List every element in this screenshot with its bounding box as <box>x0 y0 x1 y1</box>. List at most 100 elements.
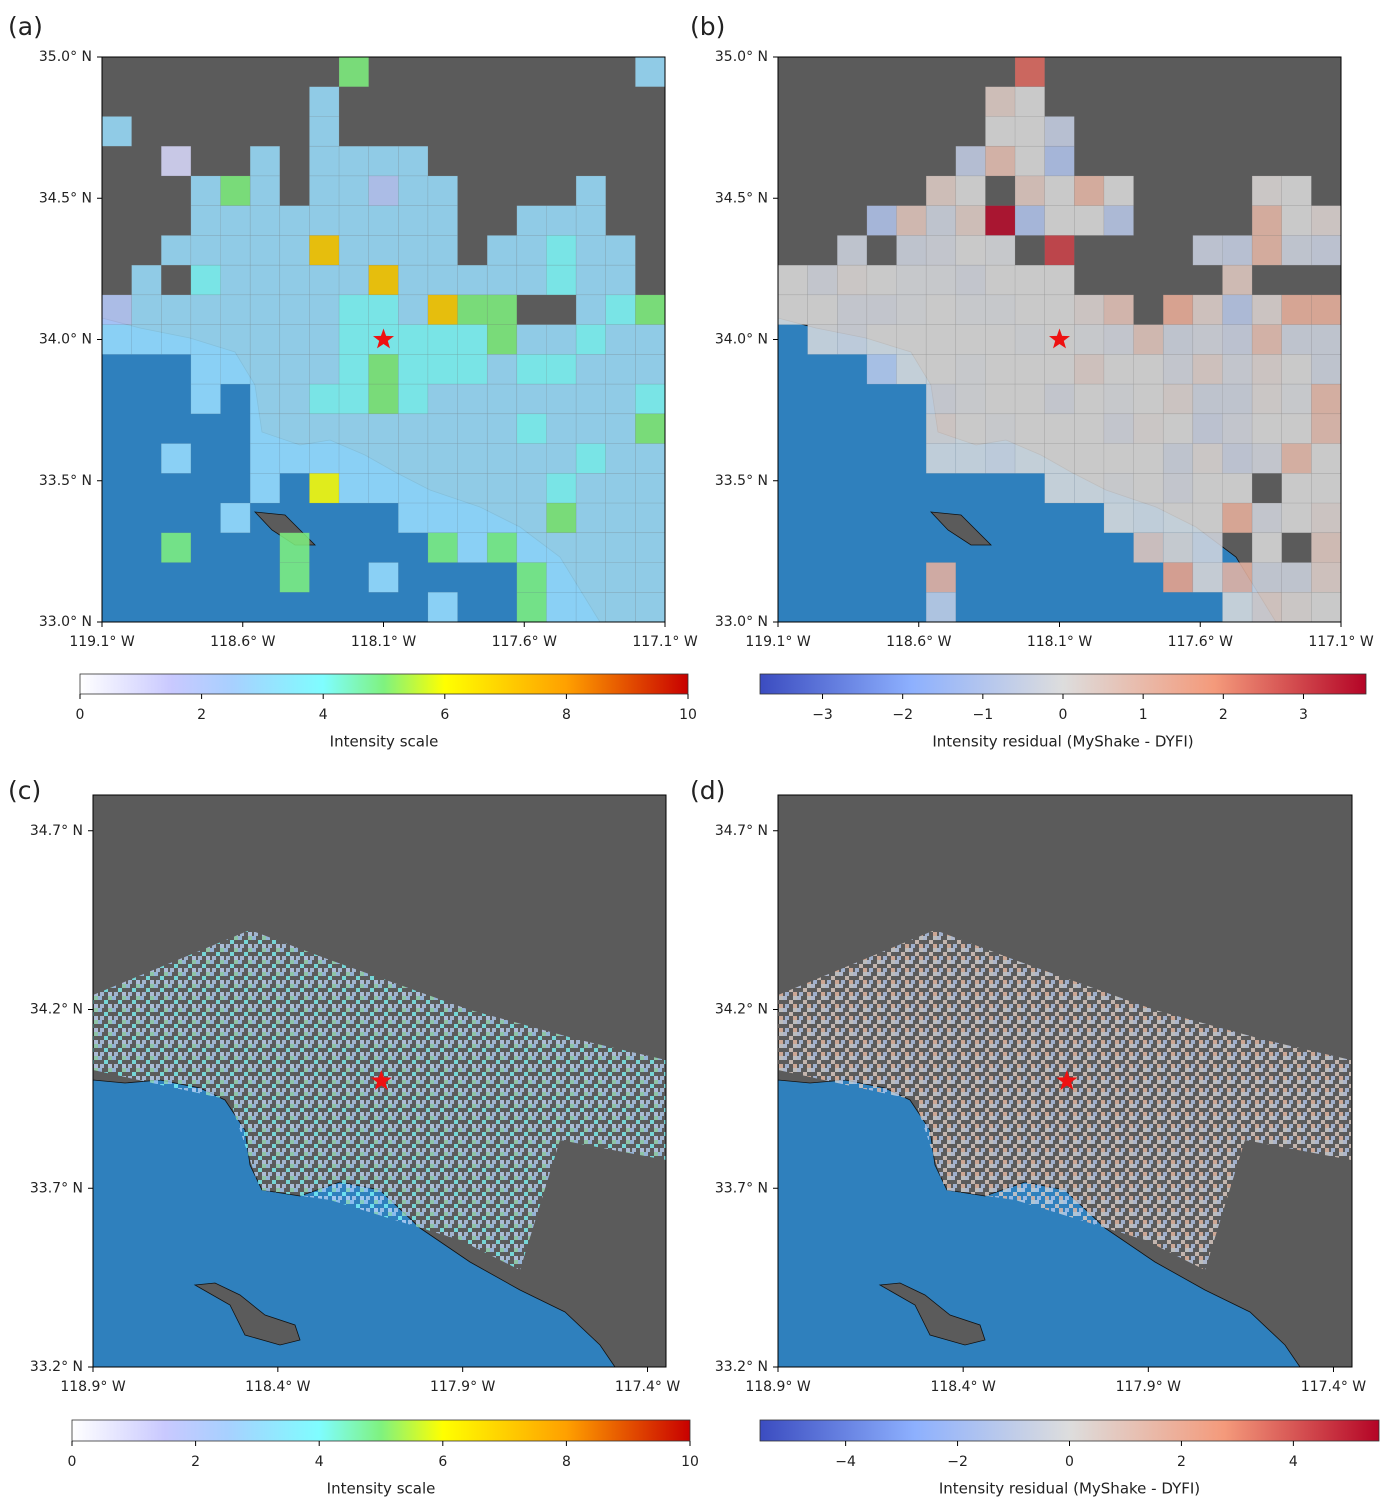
grid-cell <box>517 503 547 533</box>
grid-cell <box>221 265 251 295</box>
grid-cell <box>1104 325 1134 355</box>
colorbar-label: Intensity residual (MyShake - DYFI) <box>939 1480 1200 1498</box>
grid-cell <box>339 146 369 176</box>
grid-cell <box>1252 325 1282 355</box>
grid-cell <box>1015 295 1045 325</box>
grid-cell <box>517 384 547 414</box>
y-tick-label: 34.0° N <box>39 332 92 348</box>
grid-cell <box>926 444 956 474</box>
grid-cell <box>635 503 665 533</box>
x-tick-label: 117.4° W <box>615 1379 681 1395</box>
grid-cell <box>369 265 399 295</box>
grid-cell <box>280 265 310 295</box>
grid-cell <box>897 235 927 265</box>
colorbar-tick-label: −2 <box>892 707 913 723</box>
grid-cell <box>1045 384 1075 414</box>
grid-cell <box>1015 116 1045 146</box>
colorbar-tick-label: 2 <box>1177 1454 1186 1470</box>
grid-cell <box>1134 414 1164 444</box>
grid-cell <box>339 235 369 265</box>
grid-cell <box>487 473 517 503</box>
grid-cell <box>985 295 1015 325</box>
grid-cell <box>280 206 310 236</box>
grid-cell <box>606 414 636 444</box>
colorbar-tick-label: 3 <box>1299 707 1308 723</box>
grid-cell <box>191 354 221 384</box>
grid-cell <box>517 414 547 444</box>
grid-cell <box>1163 384 1193 414</box>
grid-cell <box>398 235 428 265</box>
grid-cell <box>1252 503 1282 533</box>
grid-cell <box>339 206 369 236</box>
y-tick-label: 34.2° N <box>30 1002 83 1018</box>
grid-cell <box>985 87 1015 117</box>
grid-cell <box>369 563 399 593</box>
grid-cell <box>517 563 547 593</box>
grid-cell <box>339 444 369 474</box>
grid-cell <box>1163 473 1193 503</box>
x-tick-label: 118.6° W <box>210 634 276 650</box>
grid-cell <box>221 354 251 384</box>
grid-cell <box>1282 295 1312 325</box>
grid-cell <box>428 206 458 236</box>
grid-cell <box>1163 533 1193 563</box>
grid-cell <box>1222 295 1252 325</box>
grid-cell <box>398 176 428 206</box>
grid-cell <box>428 414 458 444</box>
grid-cell <box>576 235 606 265</box>
grid-cell <box>487 444 517 474</box>
grid-cell <box>926 176 956 206</box>
grid-cell <box>1163 444 1193 474</box>
grid-cell <box>1045 146 1075 176</box>
grid-cell <box>1282 503 1312 533</box>
grid-cell <box>1193 354 1223 384</box>
grid-cell <box>1193 235 1223 265</box>
grid-cell <box>635 325 665 355</box>
grid-cell <box>280 444 310 474</box>
grid-cell <box>487 414 517 444</box>
panel-label: (c) <box>8 776 41 805</box>
colorbar-tick-label: 2 <box>197 707 206 723</box>
grid-cell <box>1282 325 1312 355</box>
grid-cell <box>1134 354 1164 384</box>
grid-cell <box>985 325 1015 355</box>
grid-cell <box>309 473 339 503</box>
grid-cell <box>956 354 986 384</box>
grid-cell <box>1015 176 1045 206</box>
colorbar-tick-label: 4 <box>319 707 328 723</box>
grid-cell <box>250 265 280 295</box>
grid-cell <box>1311 533 1341 563</box>
y-tick-label: 33.7° N <box>715 1180 768 1196</box>
grid-cell <box>280 235 310 265</box>
colorbar-tick-label: 2 <box>1219 707 1228 723</box>
grid-cell <box>487 325 517 355</box>
grid-cell <box>1193 295 1223 325</box>
grid-cell <box>1163 563 1193 593</box>
grid-cell <box>897 206 927 236</box>
grid-cell <box>280 563 310 593</box>
colorbar-tick-label: 10 <box>681 1454 699 1470</box>
grid-cell <box>546 592 576 622</box>
grid-cell <box>778 265 808 295</box>
grid-cell <box>1252 206 1282 236</box>
x-tick-label: 118.4° W <box>245 1379 311 1395</box>
grid-cell <box>428 325 458 355</box>
grid-cell <box>428 176 458 206</box>
grid-cell <box>1311 235 1341 265</box>
grid-cell <box>1252 533 1282 563</box>
grid-cell <box>369 414 399 444</box>
grid-cell <box>897 265 927 295</box>
grid-cell <box>1074 325 1104 355</box>
grid-cell <box>1311 592 1341 622</box>
grid-cell <box>280 533 310 563</box>
grid-cell <box>576 265 606 295</box>
grid-cell <box>576 503 606 533</box>
grid-cell <box>837 295 867 325</box>
grid-cell <box>309 176 339 206</box>
grid-cell <box>1015 325 1045 355</box>
grid-cell <box>250 354 280 384</box>
grid-cell <box>1222 414 1252 444</box>
grid-cell <box>606 325 636 355</box>
colorbar-tick-label: 0 <box>76 707 85 723</box>
grid-cell <box>1163 325 1193 355</box>
